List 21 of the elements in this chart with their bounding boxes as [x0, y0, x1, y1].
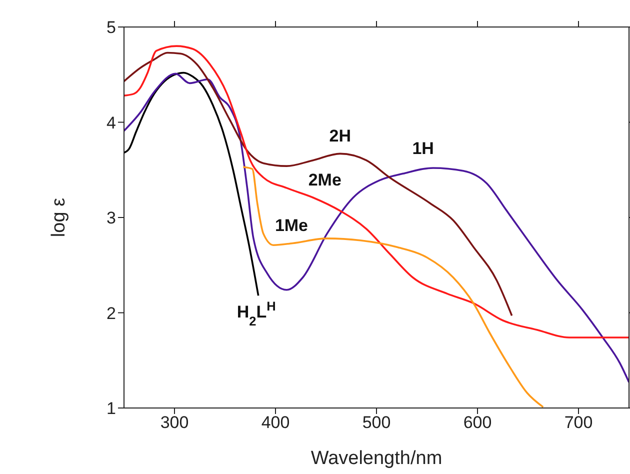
y-tick-label: 4	[106, 113, 116, 132]
x-tick-label: 400	[261, 413, 290, 432]
series-label: 1H	[412, 138, 434, 158]
series-label: 2H	[329, 126, 352, 146]
line-series	[124, 72, 629, 384]
line-series	[124, 45, 629, 338]
y-tick-label: 2	[106, 304, 116, 323]
x-axis-title: Wavelength/nm	[310, 448, 442, 469]
line-series	[124, 52, 513, 317]
line-series	[124, 72, 260, 297]
x-tick-label: 700	[564, 413, 593, 432]
series-label: 2Me	[308, 170, 342, 190]
series-label: 1Me	[274, 216, 308, 236]
x-tick-label: 300	[160, 413, 189, 432]
y-axis-title: log ε	[48, 197, 70, 238]
x-tick-label: 600	[463, 413, 492, 432]
series-label: H$_{2}$L$^{H}$	[236, 298, 276, 328]
x-tick-label: 500	[362, 413, 391, 432]
y-tick-label: 1	[106, 399, 116, 418]
y-tick-label: 3	[106, 208, 116, 228]
y-tick-label: 5	[106, 18, 116, 38]
